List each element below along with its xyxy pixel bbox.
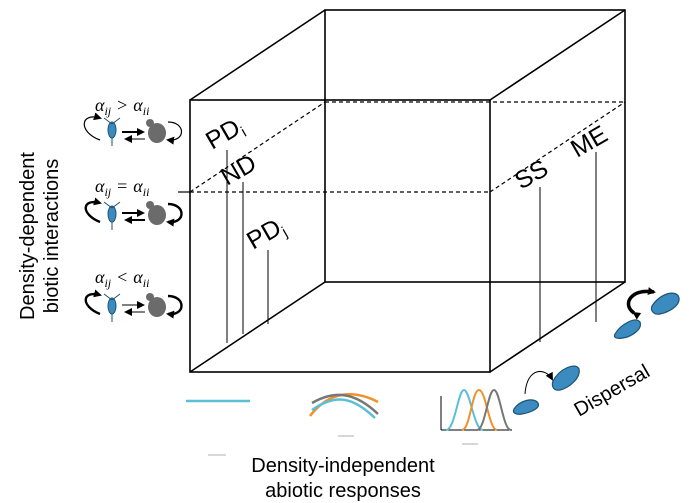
interaction-row-less: αij < αii	[95, 267, 149, 290]
species-pair-less	[84, 289, 183, 322]
footprint-icon	[512, 292, 680, 415]
y-axis-label-line1: Density-dependent	[17, 152, 39, 320]
beetle-icon	[146, 201, 166, 225]
tiny-axis-marks	[208, 435, 478, 456]
z-axis-label: Dispersal	[571, 361, 654, 422]
species-pair-greater	[83, 112, 183, 146]
copepod-icon	[103, 117, 121, 146]
dispersal-arrow-icon	[524, 371, 553, 395]
cube-front-face	[189, 99, 491, 373]
x-axis-label-line2: abiotic responses	[265, 480, 421, 502]
me-label: ME	[566, 120, 612, 163]
response-curve-peaks	[440, 388, 512, 431]
nd-label: ND	[216, 149, 261, 191]
interaction-row-greater: αij > αii	[95, 95, 149, 118]
cube	[189, 9, 626, 373]
copepod-icon	[103, 293, 121, 322]
equality-plane	[189, 101, 626, 193]
dispersal-arrow-icon	[626, 287, 656, 320]
y-axis-label-line2: biotic interactions	[41, 159, 63, 314]
interaction-row-equal: αij = αii	[95, 176, 149, 199]
ss-label: SS	[510, 154, 553, 195]
beetle-icon	[146, 293, 166, 317]
x-axis-label-line1: Density-independent	[251, 455, 435, 477]
pd-j-label: PDj	[242, 212, 290, 258]
species-pair-equal	[84, 197, 183, 230]
svg-text:αij<αii: αij < αii	[95, 267, 149, 290]
response-curve-overlap	[309, 393, 379, 419]
mechanism-lines	[226, 150, 597, 343]
svg-text:αij>αii: αij > αii	[95, 95, 149, 118]
copepod-icon	[103, 201, 121, 230]
cube-back-face	[324, 9, 626, 283]
svg-text:αij=αii: αij = αii	[95, 176, 149, 199]
beetle-icon	[146, 119, 166, 143]
